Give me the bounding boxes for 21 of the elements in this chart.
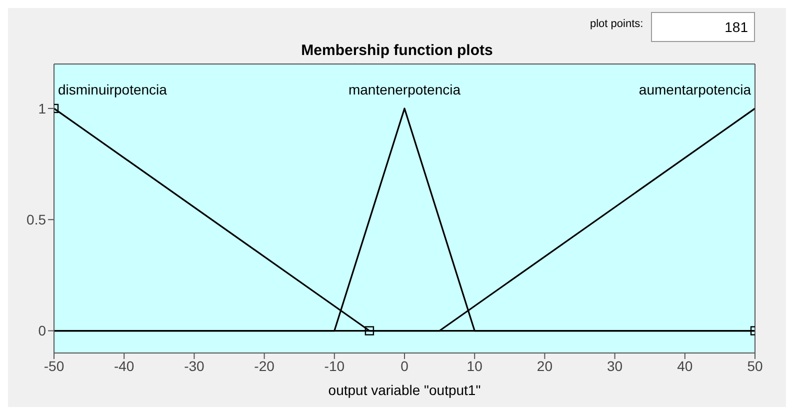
text: plot points: (590, 18, 644, 30)
x-tick-label: 40 (677, 358, 693, 374)
y-tick-label: 1 (38, 100, 46, 116)
series-label: mantenerpotencia (348, 81, 461, 98)
text-field: 181 (651, 12, 755, 42)
x-tick-label: 30 (607, 358, 623, 374)
x-tick-label: -40 (114, 358, 134, 374)
chart-title: Membership function plots (300, 42, 494, 59)
x-tick-label: -10 (324, 358, 345, 374)
x-tick-label: 0 (400, 358, 409, 374)
x-axis-title: output variable "output1" (328, 382, 481, 398)
x-tick-label: 10 (466, 358, 483, 374)
y-tick-label: 0.5 (26, 212, 46, 228)
x-tick-label: -50 (44, 358, 64, 374)
x-tick-label: 50 (747, 358, 763, 374)
series-label: aumentarpotencia (638, 81, 752, 98)
x-tick-label: -20 (254, 358, 275, 374)
y-tick-label: 0 (38, 322, 46, 339)
series-label: disminuirpotencia (58, 81, 168, 98)
x-tick-label: -30 (184, 358, 205, 374)
x-tick-label: 20 (536, 358, 553, 374)
